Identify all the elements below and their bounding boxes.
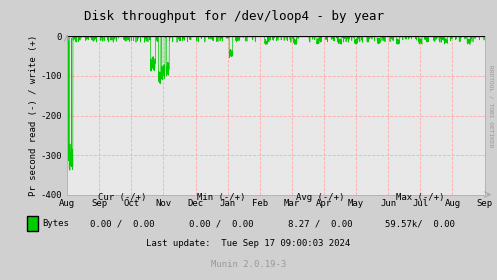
Text: 0.00 /  0.00: 0.00 / 0.00 xyxy=(189,220,253,228)
Text: 0.00 /  0.00: 0.00 / 0.00 xyxy=(89,220,154,228)
Text: 59.57k/  0.00: 59.57k/ 0.00 xyxy=(385,220,455,228)
Text: 8.27 /  0.00: 8.27 / 0.00 xyxy=(288,220,353,228)
Text: Avg (-/+): Avg (-/+) xyxy=(296,193,345,202)
Text: Cur (-/+): Cur (-/+) xyxy=(97,193,146,202)
Text: Munin 2.0.19-3: Munin 2.0.19-3 xyxy=(211,260,286,269)
Text: Max (-/+): Max (-/+) xyxy=(396,193,444,202)
Text: Last update:  Tue Sep 17 09:00:03 2024: Last update: Tue Sep 17 09:00:03 2024 xyxy=(147,239,350,248)
Text: Min (-/+): Min (-/+) xyxy=(197,193,246,202)
Y-axis label: Pr second read (-) / write (+): Pr second read (-) / write (+) xyxy=(29,35,38,196)
Text: Bytes: Bytes xyxy=(42,220,69,228)
Text: Disk throughput for /dev/loop4 - by year: Disk throughput for /dev/loop4 - by year xyxy=(83,10,384,23)
Text: RRDTOOL / TOBI OETIKER: RRDTOOL / TOBI OETIKER xyxy=(489,65,494,148)
